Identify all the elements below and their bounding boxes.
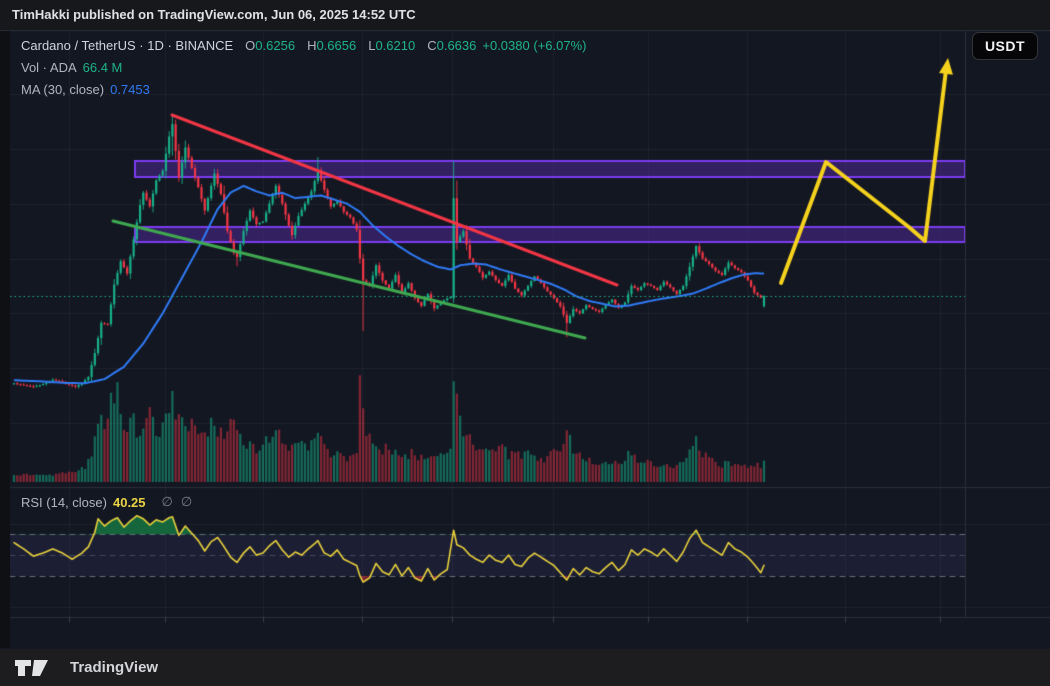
price-axis[interactable] — [965, 30, 1050, 617]
chart-left-margin — [0, 30, 10, 648]
volume-value: 66.4 M — [82, 59, 123, 75]
hide-icon[interactable]: ∅ — [161, 494, 173, 509]
symbol-legend-row[interactable]: Cardano / TetherUS · 1D · BINANCE O0.625… — [21, 37, 586, 53]
tradingview-logo-icon — [15, 659, 48, 676]
close-label: C — [427, 37, 437, 53]
change-value: +0.0380 (+6.07%) — [482, 37, 587, 53]
ma-legend-row[interactable]: MA (30, close) 0.7453 — [21, 81, 150, 97]
high-value: 0.6656 — [316, 37, 357, 53]
close-value: 0.6636 — [436, 37, 477, 53]
footer-bar: TradingView — [0, 649, 1050, 686]
publish-info-text: TimHakki published on TradingView.com, J… — [12, 7, 416, 22]
tradingview-brand-link[interactable]: TradingView — [14, 657, 158, 679]
volume-legend-row[interactable]: Vol · ADA 66.4 M — [21, 59, 122, 75]
high-label: H — [307, 37, 317, 53]
tradingview-brand-name: TradingView — [70, 659, 159, 676]
publish-info-bar: TimHakki published on TradingView.com, J… — [0, 0, 1050, 31]
rsi-label: RSI (14, close) — [21, 494, 107, 510]
hide-icon[interactable]: ∅ — [180, 494, 193, 509]
currency-toggle-button[interactable]: USDT — [972, 32, 1038, 60]
rsi-legend-row[interactable]: RSI (14, close) 40.25 ∅ ∅ — [21, 494, 192, 510]
ma-label: MA (30, close) — [21, 81, 105, 97]
open-label: O — [245, 37, 256, 53]
time-axis[interactable] — [0, 617, 1050, 648]
rsi-value: 40.25 — [112, 494, 146, 510]
ma-value: 0.7453 — [110, 81, 150, 97]
symbol-title: Cardano / TetherUS · 1D · BINANCE — [21, 37, 234, 53]
low-value: 0.6210 — [375, 37, 416, 53]
open-value: 0.6256 — [255, 37, 296, 53]
volume-label: Vol · ADA — [21, 59, 77, 75]
low-label: L — [368, 37, 376, 53]
